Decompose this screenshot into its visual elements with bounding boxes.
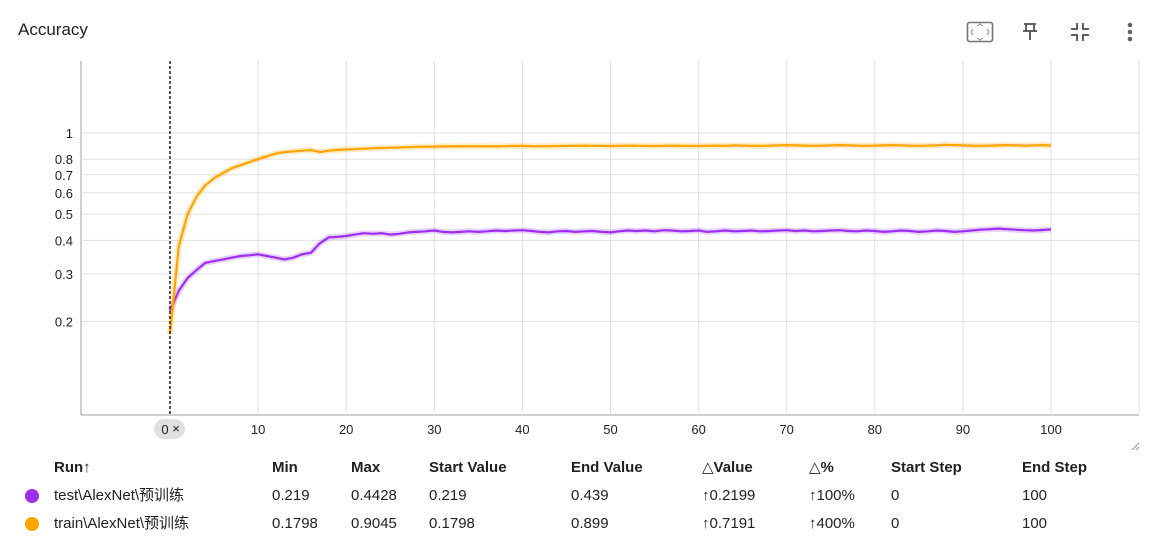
run-max: 0.9045 [351, 515, 397, 532]
run-min: 0.1798 [272, 515, 318, 532]
run-end-step: 100 [1022, 487, 1048, 504]
x-tick-label: 10 [251, 422, 265, 437]
y-tick-label: 1 [66, 126, 73, 141]
x-tick-label: 70 [779, 422, 793, 437]
chart-grid [80, 61, 1140, 416]
pin-icon[interactable] [1012, 16, 1048, 48]
card-toolbar [960, 16, 1150, 48]
run-delta-pct: ↑400% [809, 515, 855, 532]
header-delta-pct[interactable]: △% [809, 459, 834, 476]
y-tick-label: 0.4 [55, 233, 73, 248]
run-start-value: 0.219 [429, 487, 467, 504]
x-tick-label: 50 [603, 422, 617, 437]
run-delta-value: ↑0.7191 [702, 515, 756, 532]
run-name: train\AlexNet\预训练 [54, 515, 190, 532]
run-delta-value: ↑0.2199 [702, 487, 756, 504]
y-tick-label: 0.3 [55, 267, 73, 282]
header-delta-value[interactable]: △Value [702, 459, 753, 476]
run-color-dot [25, 489, 39, 503]
header-start-step[interactable]: Start Step [891, 459, 962, 476]
step-marker-label: 0 [161, 422, 168, 437]
x-tick-label: 90 [956, 422, 970, 437]
y-tick-label: 0.2 [55, 314, 73, 329]
series-group [167, 225, 1052, 313]
run-end-value: 0.439 [571, 487, 609, 504]
y-tick-label: 0.7 [55, 168, 73, 183]
run-end-value: 0.899 [571, 515, 609, 532]
y-tick-label: 0.5 [55, 207, 73, 222]
run-start-value: 0.1798 [429, 515, 475, 532]
run-min: 0.219 [272, 487, 310, 504]
header-min[interactable]: Min [272, 459, 298, 476]
step-marker[interactable]: 0 × [154, 61, 185, 439]
run-color-dot [25, 517, 39, 531]
header-run[interactable]: Run↑ [54, 459, 91, 476]
table-row[interactable]: train\AlexNet\预训练 0.1798 0.9045 0.1798 0… [0, 510, 1156, 538]
chart-series [167, 141, 1052, 335]
y-tick-label: 0.6 [55, 186, 73, 201]
resize-handle-icon[interactable] [1131, 442, 1140, 450]
header-end-value[interactable]: End Value [571, 459, 643, 476]
run-name: test\AlexNet\预训练 [54, 487, 185, 504]
run-end-step: 100 [1022, 515, 1048, 532]
y-tick-label: 0.8 [55, 152, 73, 167]
card-title: Accuracy [18, 20, 88, 39]
fit-domain-icon[interactable] [962, 16, 998, 48]
x-tick-label: 20 [339, 422, 353, 437]
series-group [167, 141, 1052, 335]
x-tick-label: 60 [691, 422, 705, 437]
collapse-icon[interactable] [1062, 16, 1098, 48]
run-max: 0.4428 [351, 487, 397, 504]
header-end-step[interactable]: End Step [1022, 459, 1088, 476]
run-start-step: 0 [891, 515, 900, 532]
step-marker-chip [154, 419, 185, 439]
table-header: Run↑ Min Max Start Value End Value △Valu… [0, 454, 1156, 482]
y-axis: 0.2 0.3 0.4 0.5 0.6 0.70.8 1 [55, 126, 73, 329]
series-line [168, 227, 1052, 312]
close-icon: × [172, 421, 180, 436]
run-start-step: 0 [891, 487, 900, 504]
x-tick-label: 100 [1040, 422, 1062, 437]
x-axis: 10 20 30 40 50 60 70 80 90 100 [251, 422, 1062, 437]
more-vert-icon[interactable] [1112, 16, 1148, 48]
x-tick-label: 40 [515, 422, 529, 437]
accuracy-chart: 0.2 0.3 0.4 0.5 0.6 0.70.8 1 10 20 30 40 50 60 70 80 9… [55, 61, 1140, 450]
series-line [168, 143, 1052, 335]
run-delta-pct: ↑100% [809, 487, 855, 504]
table-row[interactable]: test\AlexNet\预训练 0.219 0.4428 0.219 0.43… [0, 482, 1156, 510]
x-tick-label: 80 [868, 422, 882, 437]
header-start-value[interactable]: Start Value [429, 459, 507, 476]
header-max[interactable]: Max [351, 459, 381, 476]
x-tick-label: 30 [427, 422, 441, 437]
